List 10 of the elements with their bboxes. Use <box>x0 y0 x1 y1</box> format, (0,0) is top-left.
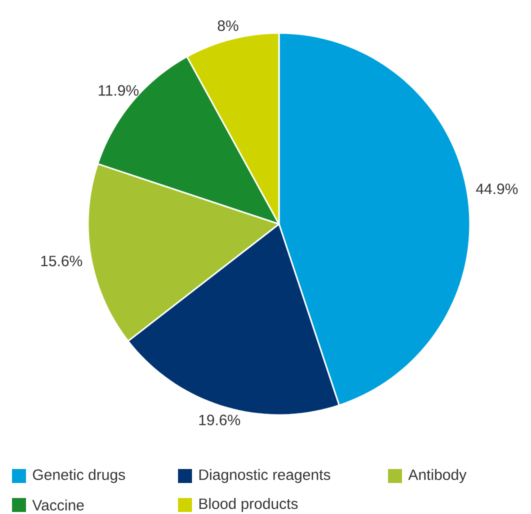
legend-label: Antibody <box>408 469 467 483</box>
data-label: 44.9% <box>476 184 518 194</box>
legend-label: Genetic drugs <box>32 469 126 483</box>
data-label: 19.6% <box>199 414 240 426</box>
legend-label: Vaccine <box>32 499 84 510</box>
data-label: 8% <box>218 20 238 31</box>
data-label: 11.9% <box>98 85 139 96</box>
legend-label: Blood products <box>199 498 298 512</box>
data-label: 15.6% <box>41 256 82 266</box>
legend-label: Diagnostic reagents <box>199 469 330 483</box>
